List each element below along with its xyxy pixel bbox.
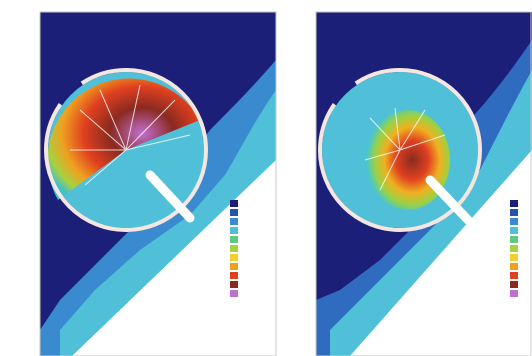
panel-left (40, 12, 276, 356)
panel-right (316, 12, 532, 356)
legend (510, 200, 518, 297)
legend (230, 200, 238, 297)
figure (0, 0, 532, 356)
page (0, 0, 532, 356)
